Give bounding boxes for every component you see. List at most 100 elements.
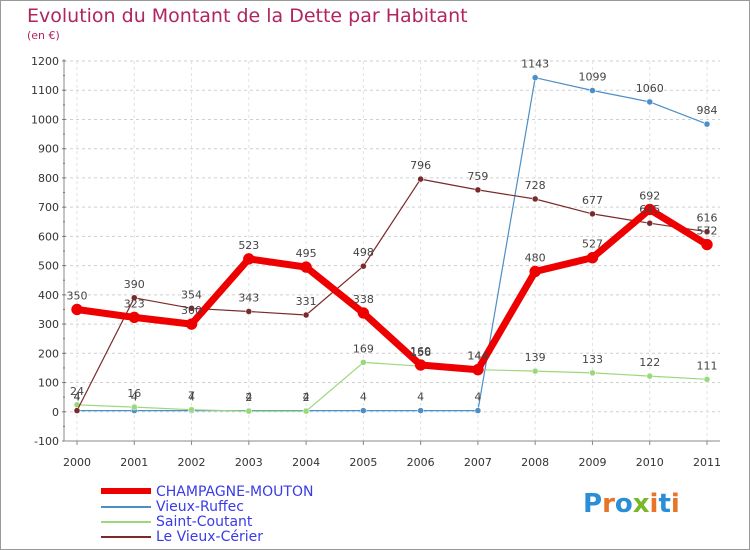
chart-subtitle: (en €) bbox=[27, 29, 60, 42]
data-label: 139 bbox=[525, 351, 546, 364]
x-tick-label: 2011 bbox=[693, 456, 721, 469]
data-point bbox=[531, 74, 539, 81]
data-point bbox=[643, 203, 656, 216]
y-tick-label: 1200 bbox=[31, 55, 59, 68]
series-line-saint-coutant bbox=[76, 361, 708, 412]
legend-swatch bbox=[101, 506, 151, 508]
data-label: 1099 bbox=[578, 71, 606, 84]
data-label: 24 bbox=[70, 385, 84, 398]
data-point bbox=[472, 363, 484, 376]
data-label: 4 bbox=[474, 391, 481, 404]
chart-title: Evolution du Montant de la Dette par Hab… bbox=[27, 5, 468, 27]
data-label: 4 bbox=[131, 391, 138, 404]
y-tick-label: 400 bbox=[38, 289, 59, 302]
data-label: 390 bbox=[124, 278, 145, 291]
data-label: 4 bbox=[360, 391, 367, 404]
data-point bbox=[245, 308, 253, 315]
data-point bbox=[646, 219, 653, 227]
data-point bbox=[417, 407, 424, 414]
data-label: 4 bbox=[245, 391, 252, 404]
data-label: 354 bbox=[181, 288, 202, 301]
data-point bbox=[414, 359, 427, 371]
x-tick-label: 2001 bbox=[120, 456, 148, 469]
data-point bbox=[245, 407, 253, 415]
data-point bbox=[128, 311, 141, 324]
data-label: 169 bbox=[353, 342, 374, 355]
data-point bbox=[188, 406, 195, 413]
data-point bbox=[300, 261, 312, 273]
data-label: 122 bbox=[639, 356, 660, 369]
x-tick-label: 2010 bbox=[636, 456, 664, 469]
data-point bbox=[703, 120, 711, 128]
data-point bbox=[360, 407, 367, 414]
data-label: 111 bbox=[697, 359, 718, 372]
data-label: 160 bbox=[410, 345, 431, 358]
data-point bbox=[589, 87, 596, 94]
y-tick-label: 1100 bbox=[31, 84, 59, 97]
y-tick-label: 300 bbox=[38, 318, 59, 331]
x-tick-label: 2007 bbox=[464, 456, 492, 469]
y-tick-label: -100 bbox=[34, 435, 59, 448]
data-label: 1060 bbox=[636, 82, 664, 95]
x-tick-label: 2006 bbox=[407, 456, 435, 469]
data-label: 645 bbox=[639, 203, 660, 216]
legend-label: Le Vieux-Cérier bbox=[156, 529, 264, 545]
data-point bbox=[646, 372, 653, 380]
y-tick-label: 200 bbox=[38, 347, 59, 360]
data-point bbox=[703, 376, 711, 383]
data-point bbox=[71, 303, 83, 316]
data-label: 1143 bbox=[521, 58, 549, 71]
series-line-champagne-mouton bbox=[76, 206, 709, 374]
data-label: 498 bbox=[353, 246, 374, 259]
series-line-le-vieux-c-rier bbox=[76, 178, 708, 411]
data-label: 796 bbox=[410, 159, 431, 172]
y-tick-label: 1000 bbox=[31, 113, 59, 126]
proxiti-logo: Proxiti bbox=[583, 489, 680, 519]
legend-label: Saint-Coutant bbox=[156, 514, 253, 530]
data-label: 343 bbox=[238, 292, 259, 305]
data-label: 692 bbox=[639, 189, 660, 202]
data-point bbox=[302, 407, 310, 415]
data-point bbox=[357, 307, 370, 319]
x-tick-label: 2008 bbox=[521, 456, 549, 469]
y-tick-label: 900 bbox=[38, 143, 59, 156]
data-point bbox=[131, 294, 138, 302]
y-tick-label: 700 bbox=[38, 201, 59, 214]
data-label: 495 bbox=[296, 247, 317, 260]
y-tick-label: 500 bbox=[38, 260, 59, 273]
data-point bbox=[589, 210, 596, 218]
x-tick-label: 2005 bbox=[349, 456, 377, 469]
data-label: 4 bbox=[303, 391, 310, 404]
data-label: 527 bbox=[582, 238, 603, 251]
y-tick-label: 800 bbox=[38, 172, 59, 185]
data-point bbox=[586, 251, 599, 264]
data-point bbox=[360, 262, 367, 270]
data-point bbox=[701, 238, 713, 251]
data-label: 728 bbox=[525, 179, 546, 192]
data-point bbox=[302, 311, 310, 319]
data-label: 4 bbox=[74, 391, 81, 404]
data-label: 144 bbox=[467, 350, 488, 363]
data-label: 4 bbox=[417, 391, 424, 404]
data-label: 7 bbox=[188, 390, 195, 403]
data-point bbox=[703, 228, 711, 235]
data-label: 984 bbox=[697, 104, 718, 117]
legend-label: Vieux-Ruffec bbox=[156, 499, 244, 515]
y-tick-label: 0 bbox=[52, 406, 59, 419]
legend-swatch bbox=[101, 488, 151, 494]
data-point bbox=[185, 318, 198, 330]
data-label: 523 bbox=[238, 239, 259, 252]
data-point bbox=[188, 305, 195, 312]
legend-swatch bbox=[101, 536, 151, 538]
x-tick-label: 2002 bbox=[178, 456, 206, 469]
data-label: 616 bbox=[697, 212, 718, 225]
data-point bbox=[360, 359, 367, 366]
legend-swatch bbox=[101, 521, 151, 523]
data-point bbox=[531, 367, 539, 375]
data-label: 2 bbox=[245, 391, 252, 404]
data-label: 572 bbox=[697, 225, 718, 238]
data-point bbox=[73, 407, 81, 414]
x-tick-label: 2000 bbox=[63, 456, 91, 469]
